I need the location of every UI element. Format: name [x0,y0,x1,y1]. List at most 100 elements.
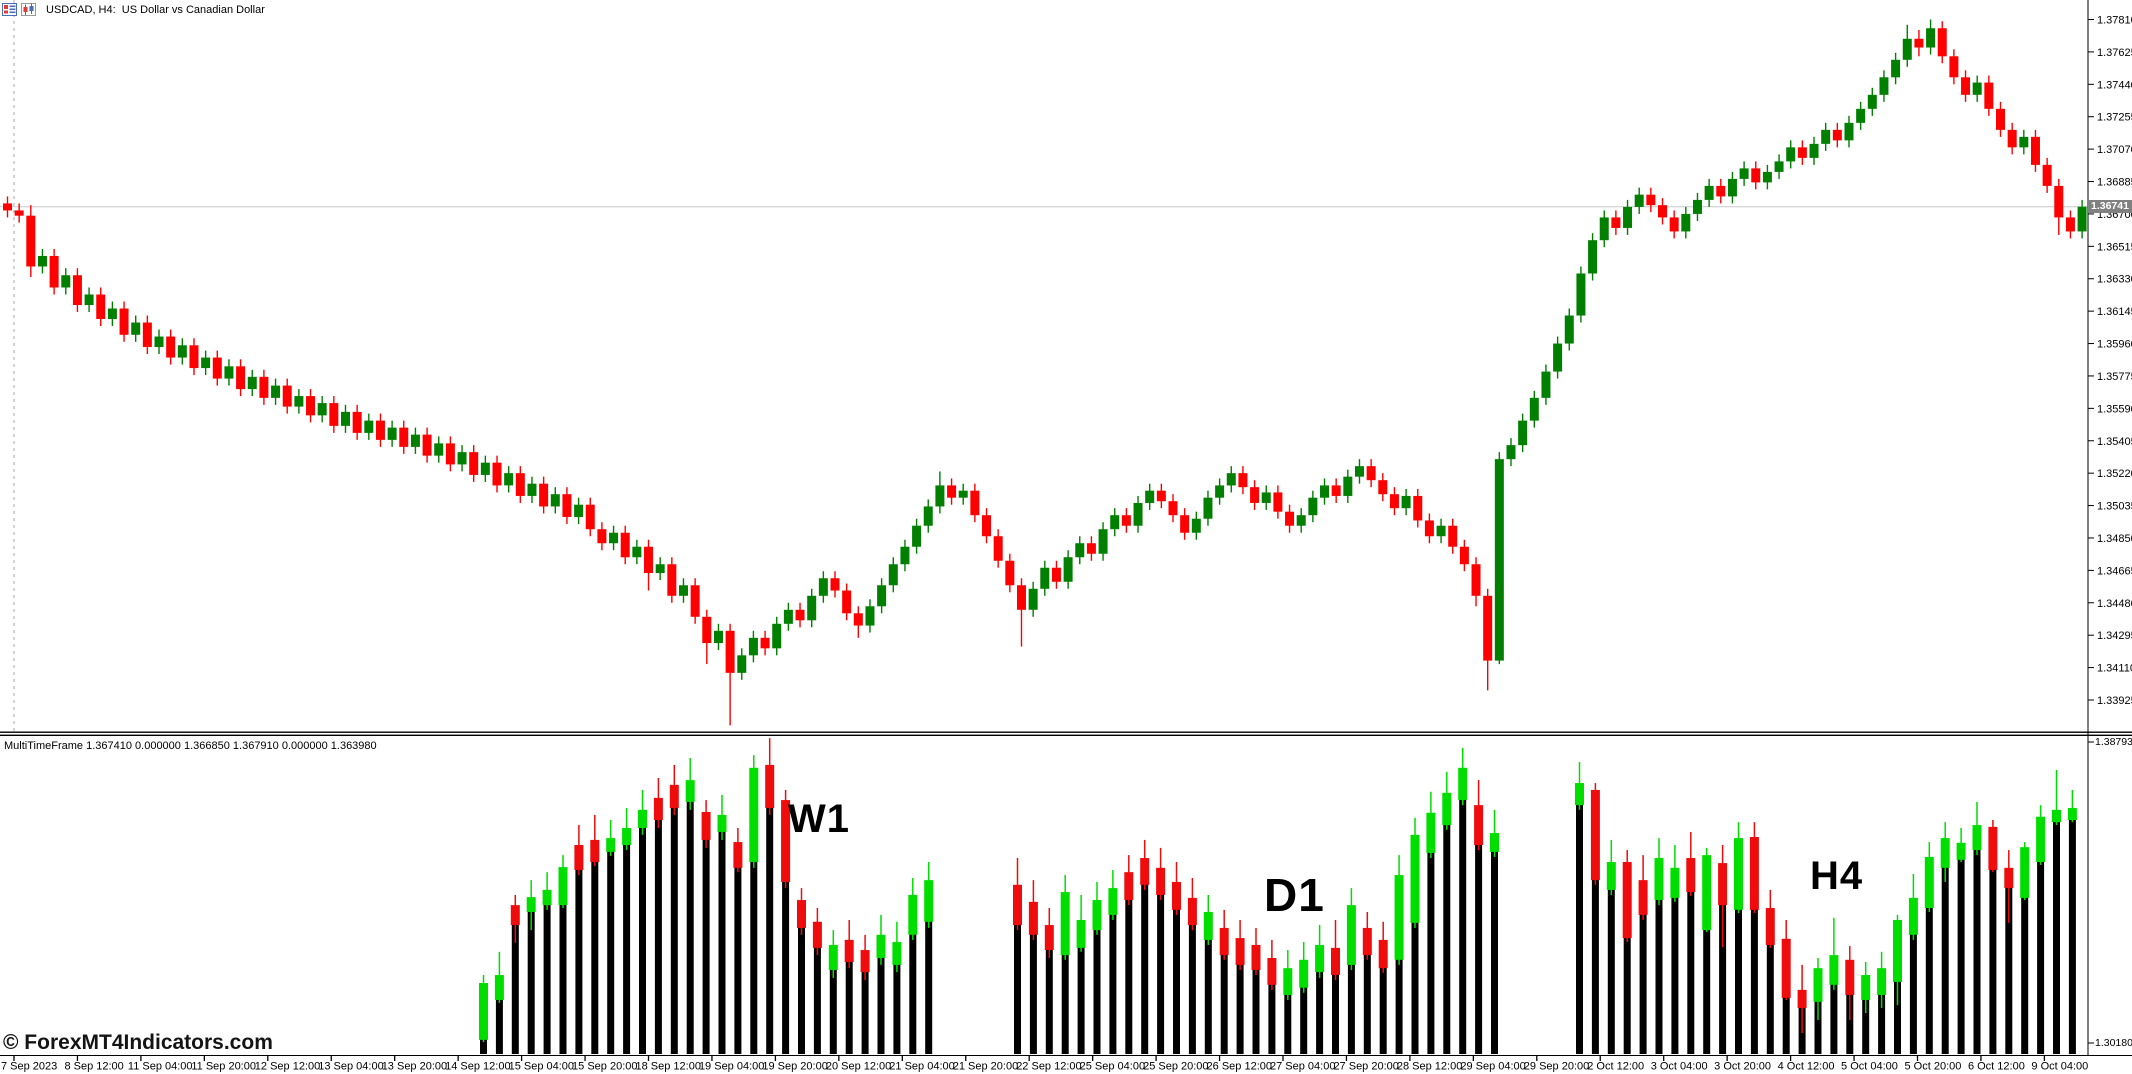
candle [1168,501,1178,516]
candle [1040,567,1050,589]
candle [1506,445,1516,460]
mtf-bar-body [1940,838,1950,868]
time-axis-label: 7 Sep 2023 [1,1061,57,1073]
time-axis[interactable] [0,1056,2132,1074]
mtf-bar-body [1877,968,1887,995]
candle [201,357,211,369]
mtf-bar-base [925,914,933,1054]
price-axis-label: 1.36515 [2097,241,2132,253]
indicator-values-label: MultiTimeFrame 1.367410 0.000000 1.36685… [4,740,377,752]
candle [597,529,607,544]
candle [1273,492,1283,512]
mtf-bar-base [1173,900,1180,1054]
candle [888,564,898,586]
time-axis-label: 28 Sep 12:00 [1397,1061,1462,1073]
candle [667,564,677,596]
mtf-bar-body [1458,767,1468,801]
mtf-bar-body [1908,897,1918,935]
candle [1051,567,1061,582]
mtf-bar-body [653,797,663,820]
time-axis-label: 4 Oct 12:00 [1778,1061,1835,1073]
price-axis[interactable] [2088,0,2132,1056]
mtf-bar-base [750,859,758,1054]
mtf-bar-base [1347,955,1355,1054]
candle [72,275,82,306]
mtf-bar-body [1108,888,1118,915]
candle [1016,585,1026,610]
mtf-bar-base [1576,800,1583,1054]
mtf-bar-base [766,806,774,1054]
mtf-bar-base [734,862,742,1054]
candle [1634,194,1644,207]
mtf-bar-body [542,889,552,906]
price-axis-label: 1.35405 [2097,436,2132,448]
mtf-bar-body [1156,867,1166,895]
candle [1203,497,1213,519]
mtf-bar-body [1362,927,1372,956]
window-separator[interactable] [0,731,2132,733]
candle [1611,217,1621,228]
mtf-bar-body [797,900,806,928]
mtf-bar-body [1410,834,1420,923]
candle [282,385,292,407]
candle [1098,529,1108,554]
candle [1809,143,1819,158]
candle [1296,515,1306,526]
candle [375,420,385,440]
candle [1401,495,1411,509]
mtf-bar-body [1829,955,1839,985]
candle [1226,473,1236,486]
mtf-bar-base [495,984,503,1054]
mtf-bar-base [1941,863,1949,1054]
candle [1028,588,1038,610]
mtf-bar-body [1299,959,1309,988]
mtf-bar-body [685,780,695,802]
time-axis-label: 11 Sep 04:00 [128,1061,193,1073]
candle [1086,543,1096,554]
candle [574,504,584,517]
candle [702,616,712,644]
candle [340,411,350,426]
mtf-bar-base [1157,884,1165,1054]
mtf-bar-body [1219,927,1229,956]
mtf-bar-base [623,834,631,1054]
mtf-bar-body [1813,968,1823,1002]
candle [632,546,642,558]
candle [1250,487,1260,503]
candle [1588,240,1598,274]
mtf-bar-body [844,939,854,962]
candle [154,336,164,348]
candle [1215,485,1225,498]
candle [317,403,327,416]
candle [2065,217,2075,232]
candle [480,462,490,475]
candle [958,490,968,498]
candle [1669,217,1679,232]
mtf-bar-base [1719,897,1727,1054]
price-axis-label: 1.35035 [2097,501,2132,513]
candle [1354,466,1364,477]
mtf-bar-base [1300,977,1308,1054]
candle [609,532,619,544]
mtf-bar-base [1957,855,1965,1054]
time-axis-label: 27 Sep 04:00 [1270,1061,1335,1073]
candle [982,515,992,537]
window-separator[interactable] [0,734,2132,736]
mtf-bar-base [798,919,805,1054]
price-axis-label: 1.35590 [2097,403,2132,415]
time-axis-label: 20 Sep 12:00 [826,1061,891,1073]
mtf-bar-body [1442,792,1452,826]
price-axis-label: 1.35960 [2097,339,2132,351]
mtf-bar-base [893,958,901,1054]
candle [1553,343,1563,372]
mtf-bar-body [1235,938,1245,965]
candle [387,427,397,440]
mtf-bar-body [2067,808,2077,820]
chart-list-icon[interactable] [2,2,18,18]
candlestick-window-icon[interactable] [21,2,37,18]
candle [1518,420,1528,446]
mtf-bar-base [607,844,615,1054]
mtf-bar-base [1220,944,1228,1054]
